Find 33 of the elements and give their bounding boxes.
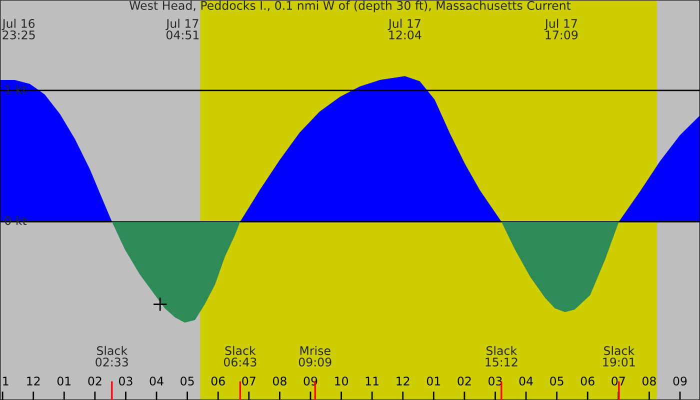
x-tick-label: 02 [88,376,102,386]
x-tick-label: 03 [488,376,502,386]
x-tick-label: 08 [272,376,286,386]
x-tick-label: 02 [458,376,471,386]
x-tick-label: 04 [150,376,164,386]
x-tick-label: 01 [57,376,71,386]
x-tick-label: 12 [396,376,410,386]
x2-tick-label: Jul 17 12:04 [388,18,422,40]
x-tick-label: 11 [366,376,378,386]
x-tick-label: 08 [642,376,656,386]
x-tick-label: 05 [550,376,564,386]
x-tick-label: 09 [673,376,687,386]
ref-line-label: Slack 19:01 [603,346,635,367]
x-tick-label: 07 [242,376,256,386]
x-tick-label: 10 [335,376,348,386]
x-tick-label: 01 [426,376,440,386]
x2-tick-label: Jul 17 17:09 [544,18,578,40]
x-tick-label: 06 [211,376,225,386]
x2-tick-label: Jul 17 04:51 [166,18,199,40]
ref-line-label: Slack 06:43 [224,346,256,367]
ref-line-label: Mrise 09:09 [298,346,332,367]
x-tick-label: 09 [304,376,318,386]
x-tick-label: 06 [580,376,594,386]
x-tick-label: 12 [27,376,40,386]
chart-title: West Head, Peddocks I., 0.1 nmi W of (depth 30 ft), Massachusetts Current [129,0,571,12]
x-tick-label: 1 [3,376,8,386]
x-tick-label: 05 [180,376,194,386]
x2-tick-label: Jul 16 23:25 [2,18,35,40]
x-tick-label: 03 [119,376,132,386]
ref-line-label: Slack 02:33 [96,346,128,367]
x-tick-label: 04 [519,376,533,386]
ref-line-label: Slack 15:12 [486,346,518,367]
x-tick-label: 07 [612,376,625,386]
